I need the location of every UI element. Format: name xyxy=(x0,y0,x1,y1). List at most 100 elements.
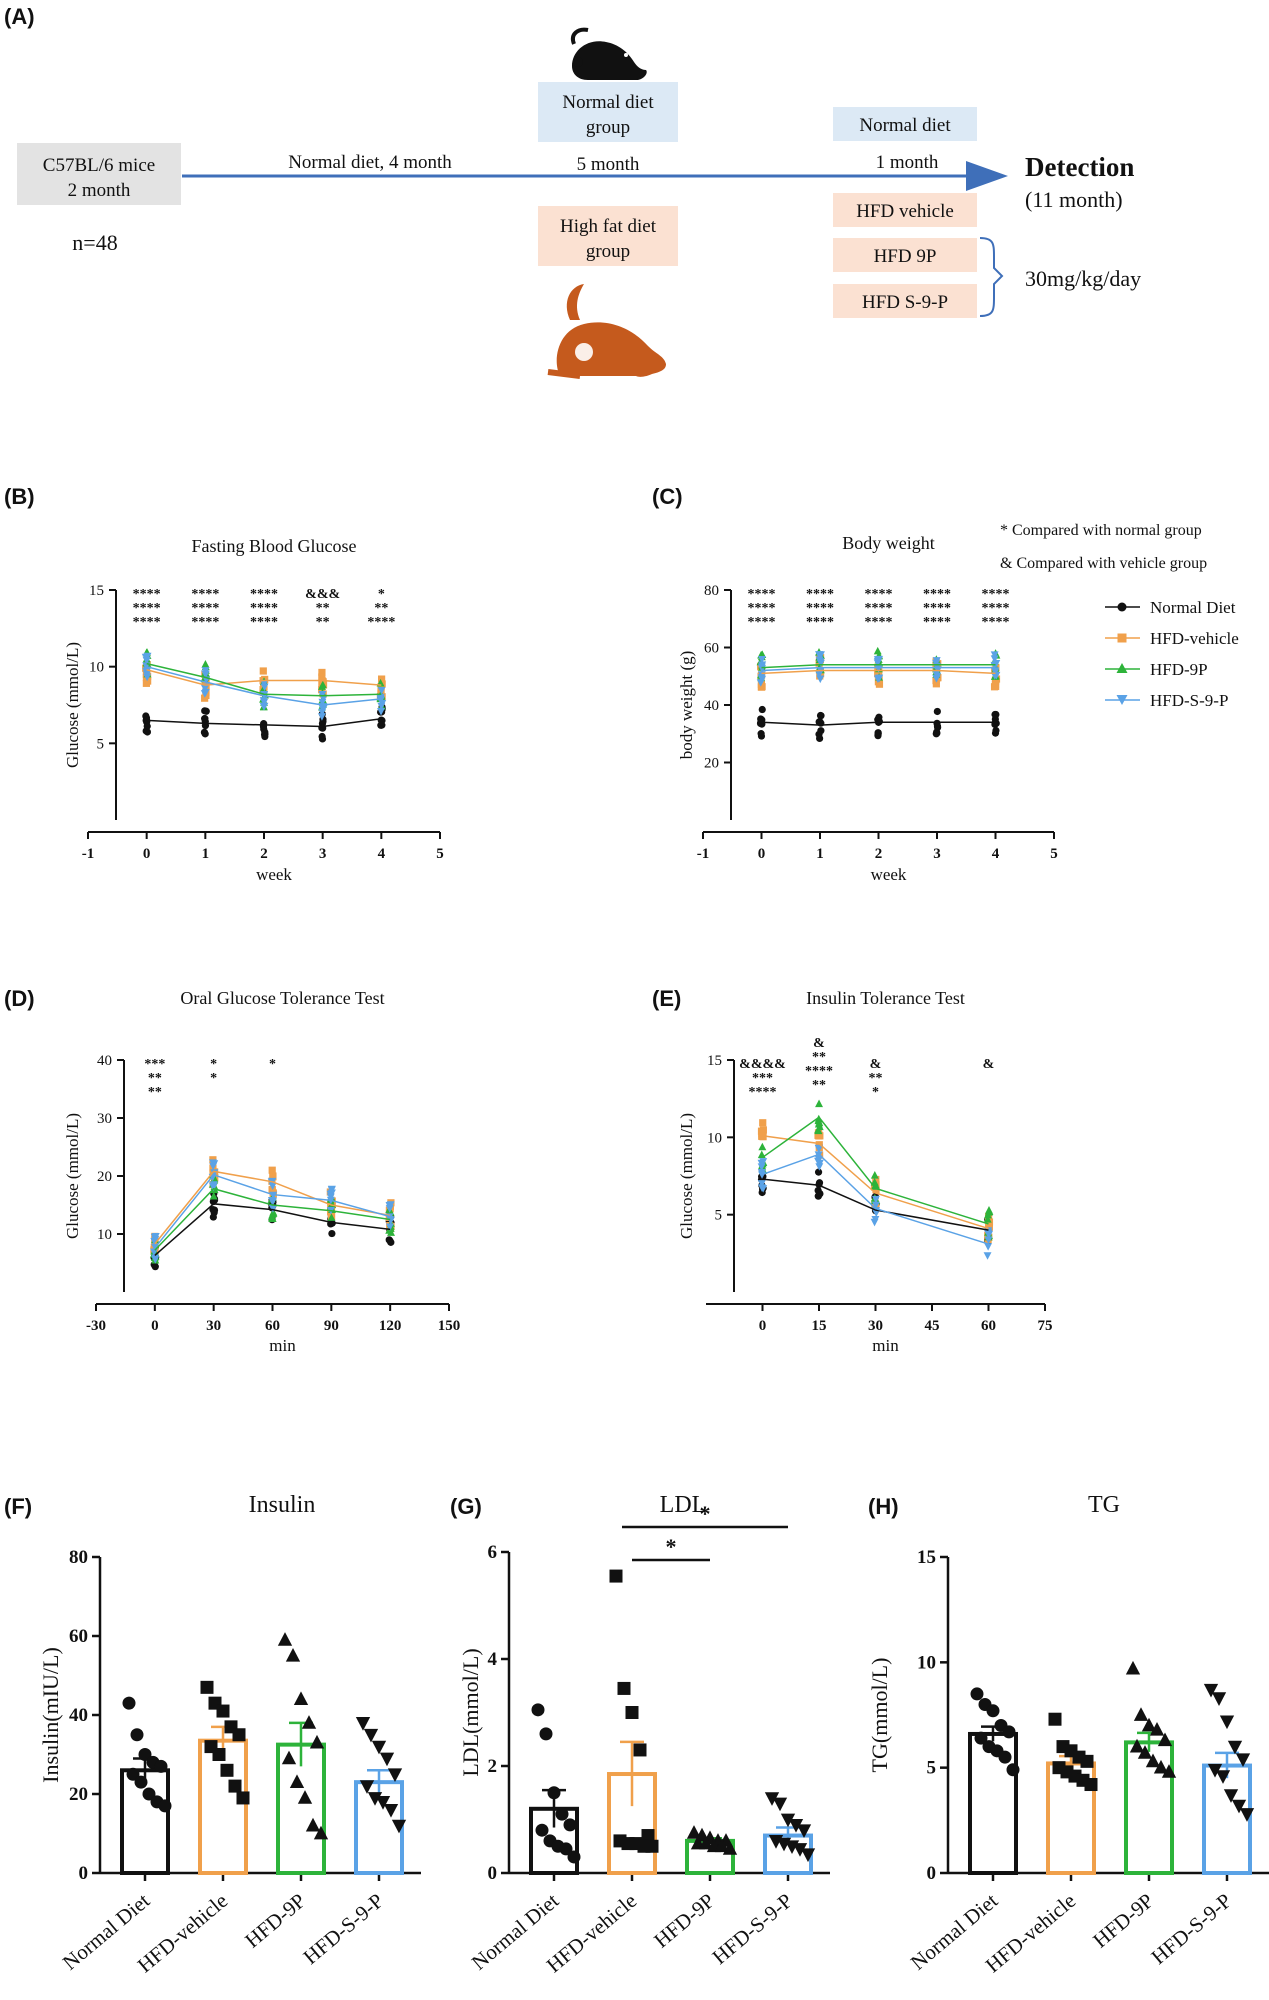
legend-marker-triangle xyxy=(1116,663,1128,673)
sample-point xyxy=(377,702,386,711)
sample-point xyxy=(201,688,210,697)
mean-line-normal xyxy=(154,1203,391,1257)
sample-point xyxy=(378,675,386,683)
data-point xyxy=(375,1796,391,1810)
sample-point xyxy=(992,726,1000,735)
x-tick-label: 5 xyxy=(1050,846,1058,862)
sample-point xyxy=(209,1213,217,1221)
sample-point xyxy=(814,1157,822,1166)
sample-point xyxy=(268,1210,277,1218)
y-tick-label: 0 xyxy=(488,1863,498,1884)
x-tick-label: 1 xyxy=(816,846,824,862)
sample-point xyxy=(816,1190,824,1198)
sample-point xyxy=(318,680,327,689)
sample-point xyxy=(376,693,385,702)
sample-point xyxy=(984,1243,993,1251)
mean-line-s9p xyxy=(761,666,996,672)
data-point xyxy=(1125,1660,1141,1675)
data-point xyxy=(567,1850,581,1864)
significance-mark: ** xyxy=(316,615,330,630)
sample-point xyxy=(259,722,268,730)
legend-marker-square xyxy=(1117,633,1127,643)
mean-line-normal xyxy=(146,718,382,728)
sample-point xyxy=(983,1252,992,1260)
data-point xyxy=(305,1817,321,1832)
significance-mark: **** xyxy=(749,1085,777,1100)
legend-label-9p: HFD-9P xyxy=(1150,660,1208,679)
x-axis-label: min xyxy=(872,1336,899,1355)
legend-item-normal: Normal Diet xyxy=(1105,598,1236,617)
significance-mark: **** xyxy=(923,587,951,602)
x-tick-label: 2 xyxy=(260,846,268,862)
x-tick-label: 15 xyxy=(812,1318,827,1334)
sample-point xyxy=(269,1173,277,1181)
sample-point xyxy=(933,729,941,737)
panel-a: (A) C57BL/6 mice 2 month n=48 Normal die… xyxy=(4,4,1141,379)
y-tick-label: 20 xyxy=(97,1169,112,1185)
significance-mark: **** xyxy=(133,615,161,630)
sample-point xyxy=(758,1142,767,1151)
data-point xyxy=(800,1848,816,1863)
sample-point xyxy=(201,670,210,679)
sample-point xyxy=(932,680,940,688)
y-tick-label: 15 xyxy=(917,1547,936,1568)
y-tick-label: 60 xyxy=(69,1626,88,1647)
data-point xyxy=(722,1841,738,1855)
chart-panels: (B) Fasting Blood Glucose week Glucose (mmo… xyxy=(4,484,1269,1977)
significance-mark: &&&& xyxy=(739,1057,786,1072)
mean-line-vehicle xyxy=(762,1135,989,1230)
sample-point xyxy=(817,727,825,735)
significance-mark: **** xyxy=(865,601,893,616)
legend-label-vehicle: HFD-vehicle xyxy=(1150,629,1239,648)
data-point xyxy=(535,1823,549,1837)
hfd-group-box xyxy=(538,206,678,266)
sample-point xyxy=(815,1118,824,1127)
sample-point xyxy=(151,1254,159,1263)
normal-diet-box-label: Normal diet xyxy=(859,115,951,136)
mean-line-normal xyxy=(761,721,996,726)
data-point xyxy=(788,1819,804,1833)
x-tick-label: -1 xyxy=(697,846,710,862)
data-point xyxy=(232,1728,246,1742)
significance-mark: ** xyxy=(374,601,388,616)
significance-mark: **** xyxy=(923,615,951,630)
x-tick-label: 4 xyxy=(992,846,1000,862)
data-point xyxy=(1215,1770,1231,1784)
sample-point xyxy=(269,1197,278,1206)
data-point xyxy=(228,1779,242,1793)
sample-point xyxy=(143,652,152,661)
significance-mark: ** xyxy=(869,1071,883,1086)
data-point xyxy=(391,1819,407,1834)
sample-point xyxy=(759,1126,767,1134)
significance-mark: * xyxy=(210,1071,217,1086)
sample-point xyxy=(208,1182,217,1191)
data-point xyxy=(1227,1740,1243,1755)
legend-marker-triangle-down xyxy=(1116,695,1128,705)
sample-point xyxy=(814,1168,823,1176)
data-point xyxy=(974,1731,988,1745)
data-point xyxy=(1133,1707,1149,1721)
x-tick-label: -30 xyxy=(86,1318,106,1334)
data-point xyxy=(641,1829,655,1843)
normal-group-box xyxy=(538,82,678,142)
x-tick-label: HFD-S-9-P xyxy=(1147,1888,1237,1969)
sample-point xyxy=(757,730,765,738)
data-point xyxy=(212,1748,226,1761)
panel-letter: (F) xyxy=(4,1494,32,1519)
sample-point xyxy=(209,1159,217,1167)
x-tick-label: 0 xyxy=(151,1318,159,1334)
data-point xyxy=(764,1792,780,1806)
x-tick-label: 0 xyxy=(758,846,766,862)
sample-point xyxy=(385,1202,394,1210)
x-tick-label: HFD-9P xyxy=(240,1888,310,1952)
data-point xyxy=(1129,1738,1145,1753)
data-point xyxy=(277,1632,293,1646)
significance-mark: **** xyxy=(982,615,1010,630)
sample-point xyxy=(992,682,1000,690)
sample-point xyxy=(874,729,882,738)
sample-point xyxy=(984,1236,993,1245)
data-point xyxy=(792,1843,808,1857)
chart-title: Fasting Blood Glucose xyxy=(192,536,357,556)
panel-letter: (D) xyxy=(4,986,35,1011)
data-point xyxy=(220,1763,234,1777)
